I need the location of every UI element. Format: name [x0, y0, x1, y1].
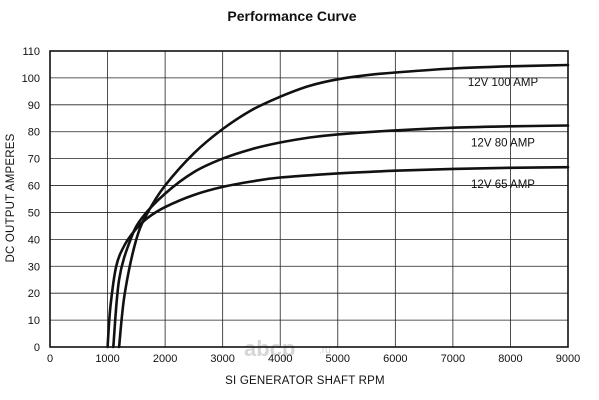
series-line-2 [106, 165, 570, 349]
y-tick-label: 10 [28, 315, 40, 327]
x-axis-label: SI GENERATOR SHAFT RPM [225, 375, 385, 387]
y-tick-label: 60 [28, 181, 40, 193]
y-tick-label: 50 [28, 207, 40, 219]
chart-title: Performance Curve [227, 8, 356, 24]
y-tick-label: 100 [22, 73, 40, 85]
x-tick-label: 5000 [326, 353, 350, 365]
y-tick-label: 90 [28, 100, 40, 112]
x-tick-labels: 0 1000 2000 3000 4000 5000 6000 7000 8000 9000 [47, 353, 580, 365]
watermark: abcp .ru [244, 336, 331, 361]
plot-frame [49, 50, 569, 348]
x-tick-label: 7000 [441, 353, 465, 365]
watermark-suffix: .ru [319, 345, 331, 356]
y-tick-label: 80 [28, 127, 40, 139]
watermark-text: abcp [244, 336, 295, 361]
x-tick-label: 8000 [498, 353, 522, 365]
y-tick-label: 40 [28, 234, 40, 246]
series-labels: 12V 100 AMP 12V 80 AMP 12V 65 AMP [468, 77, 539, 191]
x-tick-label: 4000 [268, 353, 292, 365]
x-tick-label: 2000 [153, 353, 177, 365]
y-tick-labels: 0 10 20 30 40 50 60 70 80 90 100 110 [22, 46, 40, 354]
x-tick-label: 1000 [95, 353, 119, 365]
x-tick-label: 3000 [210, 353, 234, 365]
series-curves [106, 63, 570, 349]
x-tick-label: 9000 [556, 353, 580, 365]
grid-lines [50, 51, 568, 347]
series-line-0 [117, 63, 570, 349]
y-axis-label: DC OUTPUT AMPERES [5, 133, 17, 262]
series-label-1: 12V 80 AMP [471, 138, 535, 150]
y-tick-label: 30 [28, 261, 40, 273]
y-tick-label: 110 [22, 46, 40, 58]
x-tick-label: 6000 [383, 353, 407, 365]
series-label-0: 12V 100 AMP [468, 77, 539, 89]
y-tick-label: 0 [34, 342, 40, 354]
x-tick-label: 0 [47, 353, 53, 365]
y-tick-label: 70 [28, 154, 40, 166]
series-label-2: 12V 65 AMP [471, 179, 535, 191]
y-tick-label: 20 [28, 288, 40, 300]
